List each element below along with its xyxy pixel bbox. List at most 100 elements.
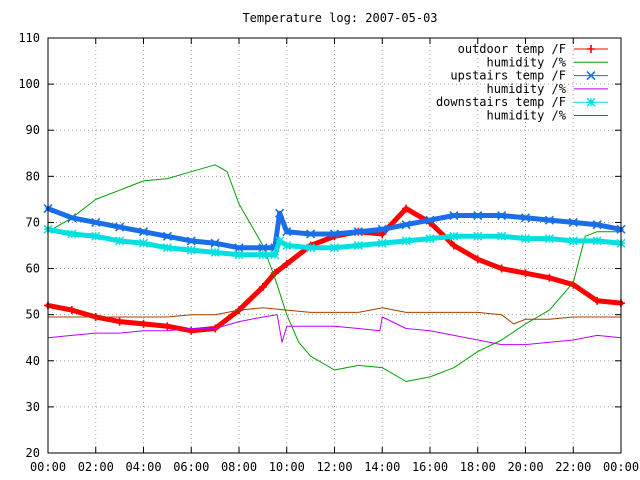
data-point-marker [138, 227, 149, 237]
data-point-marker [115, 317, 124, 326]
series-4-humidity [47, 314, 622, 346]
data-point-marker [210, 238, 220, 248]
data-point-marker [449, 231, 459, 241]
data-point-marker [377, 224, 387, 234]
x-tick-label: 14:00 [364, 460, 400, 474]
x-tick-label: 00:00 [603, 460, 639, 474]
data-point-marker [497, 210, 507, 221]
y-tick-label: 20 [26, 446, 40, 460]
data-point-marker [473, 231, 483, 241]
y-tick-label: 110 [18, 31, 40, 45]
data-point-marker [270, 269, 279, 278]
data-point-marker [377, 238, 387, 248]
data-point-marker [139, 238, 148, 248]
data-point-marker [592, 236, 602, 246]
x-tick-label: 00:00 [30, 460, 66, 474]
data-point-marker [139, 319, 148, 328]
y-tick-label: 90 [26, 123, 40, 137]
legend-item: downstairs temp /F [436, 95, 608, 109]
data-point-marker [186, 236, 196, 246]
data-point-marker [353, 227, 363, 237]
data-point-marker [592, 220, 602, 230]
x-tick-label: 16:00 [412, 460, 448, 474]
series-layer [43, 164, 626, 382]
legend-marker [587, 45, 595, 53]
legend-item: humidity /% [487, 109, 608, 123]
data-point-marker [162, 231, 172, 241]
data-point-marker [210, 247, 220, 257]
x-tick-label: 12:00 [316, 460, 352, 474]
legend-label: downstairs temp /F [436, 95, 566, 109]
data-point-marker [544, 234, 554, 244]
data-point-marker [425, 234, 435, 244]
data-point-marker [306, 243, 316, 253]
data-point-marker [449, 210, 459, 221]
data-point-marker [91, 217, 101, 228]
data-point-marker [163, 322, 172, 331]
data-point-marker [402, 204, 411, 213]
data-point-marker [234, 250, 244, 260]
data-point-marker [330, 243, 339, 253]
data-point-marker [67, 213, 77, 223]
data-point-marker [593, 296, 602, 305]
x-tick-label: 06:00 [173, 460, 209, 474]
data-point-marker [258, 283, 267, 291]
legend-label: upstairs temp /F [450, 69, 566, 83]
data-point-marker [282, 259, 291, 268]
legend-label: humidity /% [487, 55, 567, 69]
axis-layer: 20 30 40 50 60 70 80 90 100 110 00:00 02:00 04:00 06:… [18, 31, 639, 474]
data-point-marker [520, 213, 531, 223]
data-point-marker [186, 245, 196, 255]
y-tick-label: 100 [18, 77, 40, 91]
legend-item: humidity /% [487, 55, 608, 69]
data-point-marker [401, 220, 411, 230]
legend-label: humidity /% [487, 109, 567, 123]
data-point-marker [449, 241, 458, 250]
data-point-marker [401, 236, 411, 246]
legend-marker [586, 71, 596, 81]
x-tick-label: 20:00 [507, 460, 543, 474]
y-tick-label: 80 [26, 169, 40, 183]
series-3-upstairs-temp-f [43, 204, 626, 253]
data-point-marker [521, 234, 530, 244]
data-point-marker [497, 264, 506, 273]
legend-item: humidity /% [487, 82, 608, 96]
data-point-marker [270, 250, 280, 260]
data-point-marker [473, 210, 483, 221]
y-tick-label: 70 [26, 215, 40, 229]
series-line [47, 307, 622, 325]
data-point-marker [568, 236, 578, 246]
data-point-marker [115, 236, 125, 246]
data-point-marker [67, 229, 77, 239]
series-5-downstairs-temp-f [43, 224, 626, 260]
data-point-marker [258, 243, 268, 253]
data-point-marker [353, 241, 363, 250]
data-point-marker [91, 231, 101, 241]
x-tick-label: 04:00 [125, 460, 161, 474]
legend-marker [586, 97, 596, 107]
y-tick-label: 30 [26, 400, 40, 414]
x-tick-label: 22:00 [555, 460, 591, 474]
data-point-marker [67, 306, 76, 315]
data-point-marker [282, 227, 292, 237]
x-tick-label: 08:00 [221, 460, 257, 474]
data-point-marker [329, 229, 340, 239]
y-tick-label: 60 [26, 262, 40, 276]
data-point-marker [568, 217, 578, 228]
data-point-marker [497, 231, 507, 241]
data-point-marker [162, 243, 172, 253]
data-point-marker [275, 236, 285, 246]
series-line [47, 314, 622, 346]
data-point-marker [306, 229, 316, 239]
data-point-marker [258, 250, 268, 260]
data-point-marker [425, 215, 435, 225]
data-point-marker [234, 243, 244, 253]
legend-label: humidity /% [487, 82, 567, 96]
x-tick-label: 18:00 [460, 460, 496, 474]
data-point-marker [544, 215, 554, 225]
legend-label: outdoor temp /F [458, 42, 566, 56]
chart-title: Temperature log: 2007-05-03 [242, 11, 437, 25]
data-point-marker [545, 273, 554, 282]
